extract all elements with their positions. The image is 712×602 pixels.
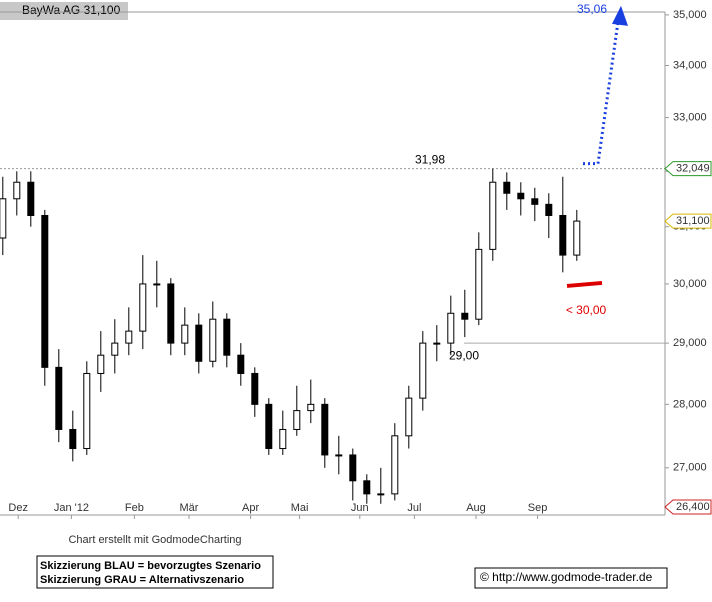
y-tick-label: 28,000 [673,398,707,410]
legend-gray: Skizzierung GRAU = Alternativszenario [40,574,244,586]
candle-body [559,214,567,256]
candle-body [391,435,399,495]
legend-blue: Skizzierung BLAU = bevorzugtes Szenario [40,560,261,572]
candle-body [433,342,441,345]
candle-body [237,354,245,374]
y-tick-label: 29,000 [673,337,707,349]
x-tick-label: Jun [351,502,369,514]
copyright-box [474,567,668,589]
annotation: 31,98 [415,153,445,167]
candle-body [195,324,203,362]
candle-body [573,220,581,256]
candle-body [181,324,189,344]
x-tick-label: Aug [466,502,486,514]
x-tick-label: Feb [125,502,144,514]
candle-body [503,181,511,194]
candle-body [13,181,21,200]
y-tick-label: 30,000 [673,278,707,290]
y-tick-label: 34,000 [673,59,707,71]
x-tick-label: Mai [291,502,309,514]
candle-body [251,372,259,405]
target-line [566,280,603,288]
chart-title: BayWa AG 31,100 [22,3,121,17]
candle-body [27,181,35,216]
copyright: © http://www.godmode-trader.de [480,570,653,584]
candle-body [223,318,231,356]
candle-body [545,203,553,216]
candle-body [125,330,133,344]
x-tick-label: Apr [242,502,259,514]
price-marker [664,161,712,177]
candle-body [69,428,77,450]
candle-body [279,428,287,450]
credit: Chart erstellt mit GodmodeCharting [68,534,241,546]
candle-body [265,403,273,450]
candle-body [517,192,525,200]
candle-body [139,283,147,332]
candle-body [475,248,483,320]
y-tick-label: 35,000 [673,9,707,21]
y-tick-label: 27,000 [673,462,707,474]
candle-body [405,397,413,437]
candle-body [0,198,7,239]
annotation: 35,06 [577,2,607,16]
candle-body [97,354,105,374]
x-tick-label: Dez [8,502,28,514]
title-box [0,2,128,20]
candle-body [41,214,49,368]
price-marker [664,499,712,515]
candle-body [321,403,329,456]
candle-body [167,283,175,344]
candle-body [489,181,497,250]
price-marker-label: 32,049 [676,163,710,175]
x-tick-label: Jul [407,502,421,514]
candle-body [419,342,427,399]
candle-body [531,198,539,205]
candle-body [209,318,217,362]
x-tick-label: Sep [528,502,548,514]
candle-body [377,493,385,496]
price-marker-label: 31,100 [676,215,710,227]
price-marker-label: 26,400 [676,501,710,513]
x-tick-label: Mär [180,502,199,514]
price-marker [664,213,712,229]
x-tick-label: Jan '12 [54,502,89,514]
annotation: 29,00 [449,348,479,362]
candle-body [83,372,91,450]
legend-box [36,555,274,589]
annotation: < 30,00 [566,303,607,317]
scenario-arrow [583,21,620,166]
candle-body [461,312,469,320]
candle-body [335,454,343,457]
arrow-head [612,5,628,26]
candle-body [307,403,315,412]
candle-body [447,312,455,344]
candle-body [55,366,63,430]
candle-body [349,454,357,482]
candle-body [293,410,301,430]
candle-body [153,283,161,286]
y-tick-label: 33,000 [673,111,707,123]
candle-body [111,342,119,356]
candle-body [363,480,371,495]
